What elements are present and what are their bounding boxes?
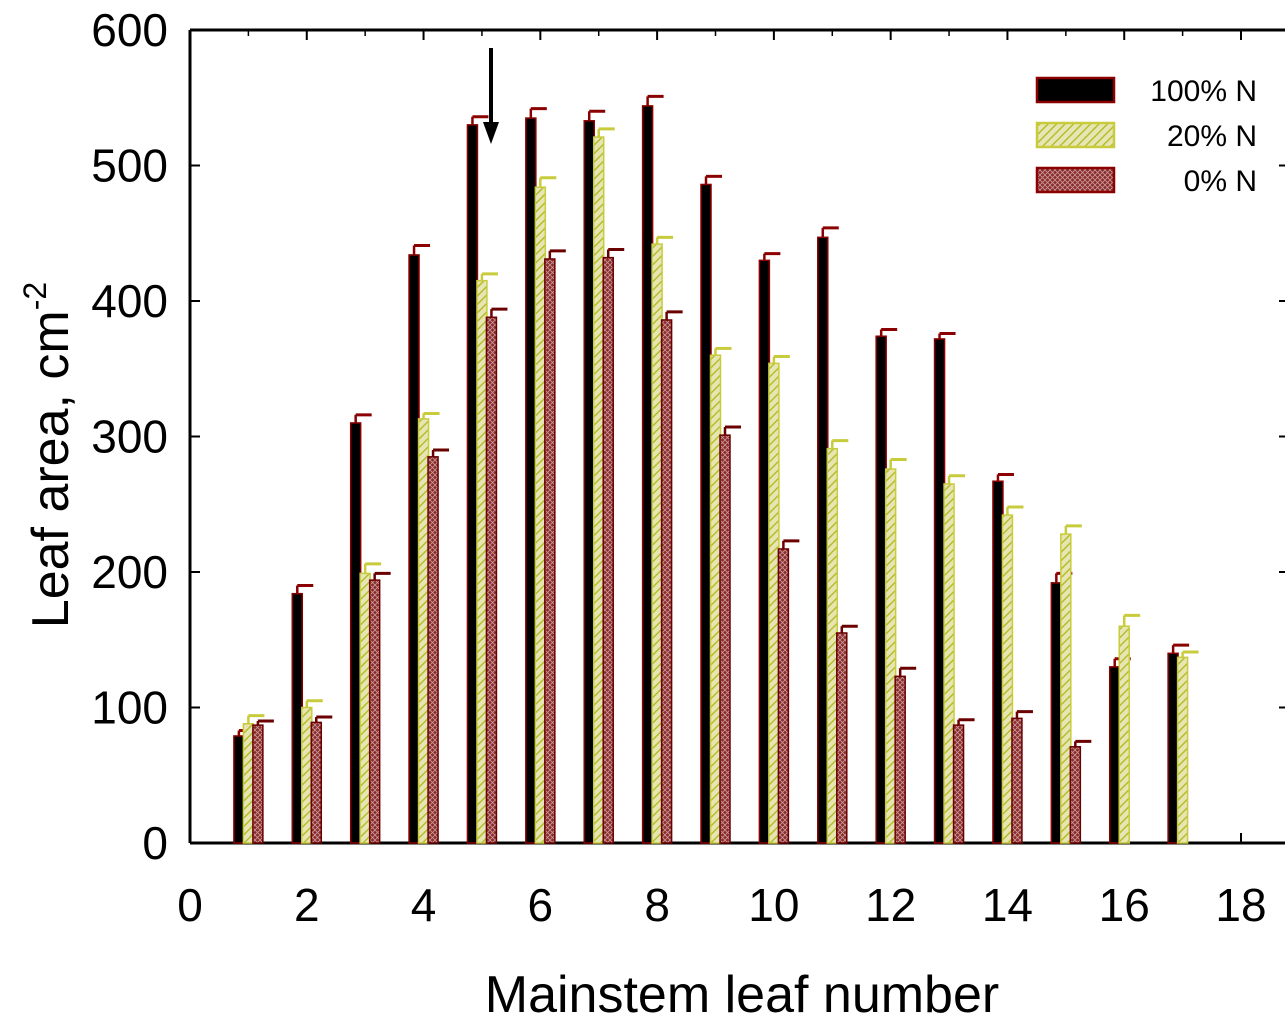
- bar-20pct-n: [301, 706, 313, 844]
- bar-100pct-n: [933, 338, 946, 844]
- bar-20pct-n: [826, 447, 839, 844]
- bar-0pct-n: [719, 434, 731, 844]
- bar-20pct-n: [359, 572, 371, 844]
- bar-20pct-n: [1118, 625, 1130, 844]
- bar-0pct-n: [1069, 746, 1082, 844]
- x-tick-label: 4: [411, 879, 437, 931]
- y-tick-label: 200: [91, 546, 168, 598]
- legend-swatch-3: [1035, 166, 1116, 194]
- bar-20pct-n: [651, 243, 663, 844]
- bar-100pct-n: [525, 117, 537, 844]
- bar-100pct-n: [408, 254, 420, 844]
- bar-100pct-n: [583, 120, 595, 844]
- bar-100pct-n: [1108, 666, 1121, 844]
- bar-100pct-n: [700, 183, 712, 844]
- y-tick-label: 100: [91, 682, 168, 734]
- y-axis-title-text: Leaf area, cm: [22, 310, 80, 628]
- bar-0pct-n: [836, 632, 848, 844]
- bar-100pct-n: [1167, 652, 1179, 844]
- bar-0pct-n: [310, 721, 323, 844]
- bar-100pct-n: [875, 335, 887, 844]
- bar-100pct-n: [233, 735, 245, 844]
- legend-label-1: 100% N: [1150, 75, 1257, 108]
- bar-0pct-n: [777, 548, 790, 844]
- bar-100pct-n: [291, 592, 304, 844]
- bar-0pct-n: [252, 724, 264, 844]
- bar-100pct-n: [817, 236, 829, 844]
- bar-20pct-n: [709, 354, 722, 844]
- bar-0pct-n: [1011, 717, 1023, 844]
- x-tick-label: 12: [865, 879, 916, 931]
- bar-20pct-n: [1001, 514, 1014, 844]
- y-axis-title-superscript: -2: [17, 282, 53, 310]
- x-tick-label: 6: [528, 879, 554, 931]
- bar-20pct-n: [242, 723, 255, 844]
- bar-0pct-n: [544, 258, 556, 844]
- x-axis-title: Mainstem leaf number: [485, 966, 999, 1019]
- y-tick-label: 0: [142, 817, 168, 869]
- bar-20pct-n: [1176, 656, 1189, 844]
- bar-0pct-n: [427, 456, 439, 844]
- bar-20pct-n: [534, 186, 547, 844]
- bars-group: [233, 94, 1199, 844]
- legend-label-2: 20% N: [1167, 120, 1257, 153]
- x-tick-label: 8: [644, 879, 670, 931]
- y-axis-title: Leaf area, cm-2: [17, 282, 80, 628]
- bar-100pct-n: [349, 422, 362, 844]
- bar-0pct-n: [602, 256, 614, 844]
- y-tick-label: 600: [91, 4, 168, 56]
- bar-20pct-n: [417, 418, 430, 844]
- bar-100pct-n: [758, 259, 771, 844]
- x-tick-label: 2: [294, 879, 320, 931]
- bar-0pct-n: [485, 316, 498, 844]
- y-axis-ticks: 0 100 200 300 400 500 600: [91, 4, 1285, 869]
- bar-20pct-n: [768, 362, 780, 844]
- x-tick-label: 18: [1215, 879, 1266, 931]
- x-tick-label: 14: [982, 879, 1033, 931]
- bar-20pct-n: [476, 279, 488, 844]
- bar-20pct-n: [1060, 533, 1072, 844]
- bar-100pct-n: [641, 105, 654, 844]
- bar-0pct-n: [368, 579, 381, 844]
- y-tick-label: 300: [91, 411, 168, 463]
- bar-20pct-n: [592, 136, 605, 844]
- legend-swatch-2: [1035, 121, 1116, 149]
- legend-label-3: 0% N: [1184, 165, 1257, 198]
- bar-0pct-n: [894, 675, 906, 844]
- legend-swatch-1: [1035, 76, 1116, 104]
- x-tick-label: 16: [1099, 879, 1150, 931]
- bar-20pct-n: [943, 483, 955, 844]
- y-tick-label: 500: [91, 140, 168, 192]
- bar-100pct-n: [992, 480, 1004, 844]
- x-axis-ticks: 0 2 4 6 8 10 12 14 16 18: [177, 30, 1267, 931]
- bar-20pct-n: [884, 468, 897, 844]
- bar-0pct-n: [952, 724, 965, 844]
- bar-100pct-n: [466, 124, 479, 844]
- y-tick-label: 400: [91, 275, 168, 327]
- x-tick-label: 10: [748, 879, 799, 931]
- legend: 100% N 20% N 0% N: [1035, 75, 1257, 198]
- x-tick-label: 0: [177, 879, 203, 931]
- y-axis-title-group: Leaf area, cm-2: [17, 282, 80, 628]
- bar-0pct-n: [660, 319, 673, 844]
- annotation-arrow-icon: [483, 48, 499, 144]
- bar-100pct-n: [1050, 582, 1063, 844]
